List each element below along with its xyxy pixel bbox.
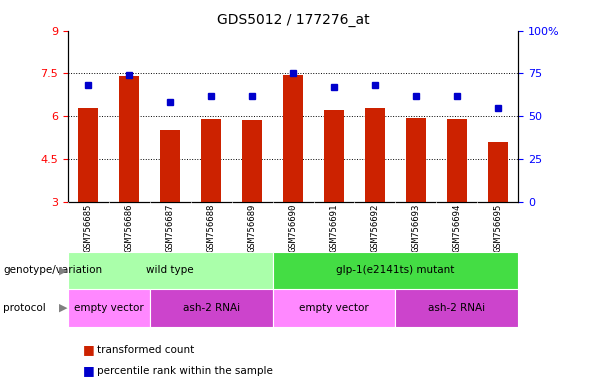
Bar [273, 289, 395, 327]
Text: ■: ■ [82, 364, 94, 377]
Text: glp-1(e2141ts) mutant: glp-1(e2141ts) mutant [336, 265, 455, 275]
Text: GSM756688: GSM756688 [207, 204, 216, 252]
Text: GSM756693: GSM756693 [411, 204, 421, 252]
Text: ash-2 RNAi: ash-2 RNAi [183, 303, 240, 313]
Bar [283, 75, 303, 202]
Text: GSM756685: GSM756685 [84, 204, 92, 252]
Text: protocol: protocol [3, 303, 46, 313]
Bar [324, 111, 344, 202]
Text: GSM756686: GSM756686 [125, 204, 134, 252]
Bar [119, 76, 140, 202]
Text: transformed count: transformed count [97, 345, 194, 355]
Text: ▶: ▶ [59, 303, 68, 313]
Bar [446, 119, 467, 202]
Bar [242, 121, 262, 202]
Bar [395, 289, 518, 327]
Bar [365, 108, 385, 202]
Bar [78, 108, 98, 202]
Text: percentile rank within the sample: percentile rank within the sample [97, 366, 273, 376]
Text: genotype/variation: genotype/variation [3, 265, 102, 275]
Text: ■: ■ [82, 343, 94, 356]
Text: GSM756695: GSM756695 [494, 204, 502, 252]
Bar [201, 119, 221, 202]
Text: empty vector: empty vector [299, 303, 369, 313]
Bar [150, 289, 273, 327]
Text: ▶: ▶ [59, 265, 68, 275]
Bar [68, 252, 273, 289]
Bar [68, 289, 150, 327]
Bar [406, 118, 426, 202]
Text: ash-2 RNAi: ash-2 RNAi [428, 303, 485, 313]
Bar [488, 142, 508, 202]
Text: GSM756687: GSM756687 [166, 204, 175, 252]
Text: GSM756694: GSM756694 [452, 204, 461, 252]
Bar [273, 252, 518, 289]
Text: empty vector: empty vector [74, 303, 144, 313]
Text: wild type: wild type [146, 265, 194, 275]
Text: GSM756692: GSM756692 [370, 204, 379, 252]
Text: GSM756689: GSM756689 [247, 204, 257, 252]
Text: GSM756690: GSM756690 [289, 204, 297, 252]
Title: GDS5012 / 177276_at: GDS5012 / 177276_at [217, 13, 369, 27]
Text: GSM756691: GSM756691 [329, 204, 339, 252]
Bar [160, 131, 180, 202]
